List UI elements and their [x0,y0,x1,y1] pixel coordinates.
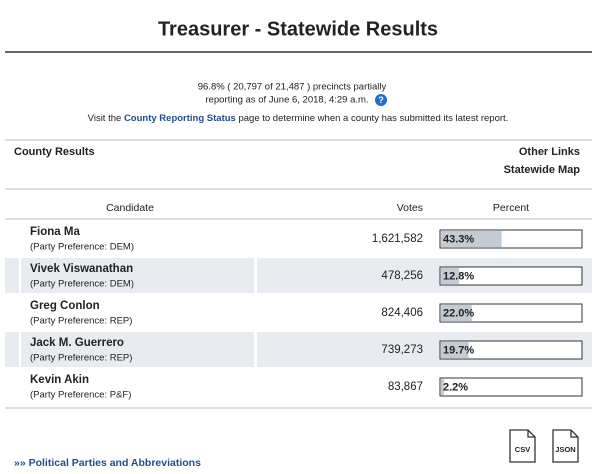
county-results: County Results [14,146,95,158]
download-label: JSON [555,445,575,454]
other-links: Other Links [519,146,580,158]
percent-box [439,303,583,323]
parties-link[interactable]: »» Political Parties and Abbreviations [14,457,201,469]
column-header: Percent [493,202,529,214]
party-preference: (Party Preference: REP) [30,353,132,364]
party-preference: (Party Preference: REP) [30,316,132,327]
county-status-link[interactable]: County Reporting Status [124,113,236,124]
candidate-name: Fiona Ma [30,226,80,238]
page-title: Treasurer - Statewide Results [158,18,438,40]
percent-bar [441,268,459,284]
percent-box [439,266,583,286]
votes: 1,621,582 [372,233,423,245]
percent-label: 19.7% [443,344,474,356]
download-label: CSV [515,445,530,454]
candidate-name: Vivek Viswanathan [30,263,133,275]
status-line: 96.8% ( 20,797 of 21,487 ) precincts par… [198,82,387,93]
votes: 478,256 [381,270,423,282]
percent-label: 43.3% [443,233,474,245]
row-shade [21,332,254,367]
status-line: reporting as of June 6, 2018, 4:29 a.m. [205,95,368,106]
percent-box [439,377,583,397]
percent-label: 2.2% [443,381,468,393]
party-preference: (Party Preference: DEM) [30,242,134,253]
column-header: Votes [397,202,423,214]
download-icon[interactable] [509,429,536,463]
candidate-name: Kevin Akin [30,374,89,386]
candidate-name: Greg Conlon [30,300,100,312]
percent-label: 22.0% [443,307,474,319]
votes: 739,273 [381,344,423,356]
column-header: Candidate [106,202,154,214]
row-shade [5,332,19,367]
party-preference: (Party Preference: DEM) [30,279,134,290]
votes: 824,406 [381,307,423,319]
row-shade [21,258,254,293]
statewide-map-link[interactable]: Statewide Map [504,164,581,176]
party-preference: (Party Preference: P&F) [30,390,131,401]
percent-bar [441,305,472,321]
help-icon[interactable] [375,94,387,106]
download-icon[interactable] [552,429,579,463]
row-shade [5,258,19,293]
percent-bar [441,231,502,247]
candidate-name: Jack M. Guerrero [30,337,124,349]
percent-box [439,340,583,360]
percent-bar [441,342,469,358]
votes: 83,867 [388,381,423,393]
help-glyph: ? [378,95,384,105]
visit-note: Visit the County Reporting Status page t… [88,113,509,124]
percent-label: 12.8% [443,270,474,282]
percent-bar [441,379,445,395]
